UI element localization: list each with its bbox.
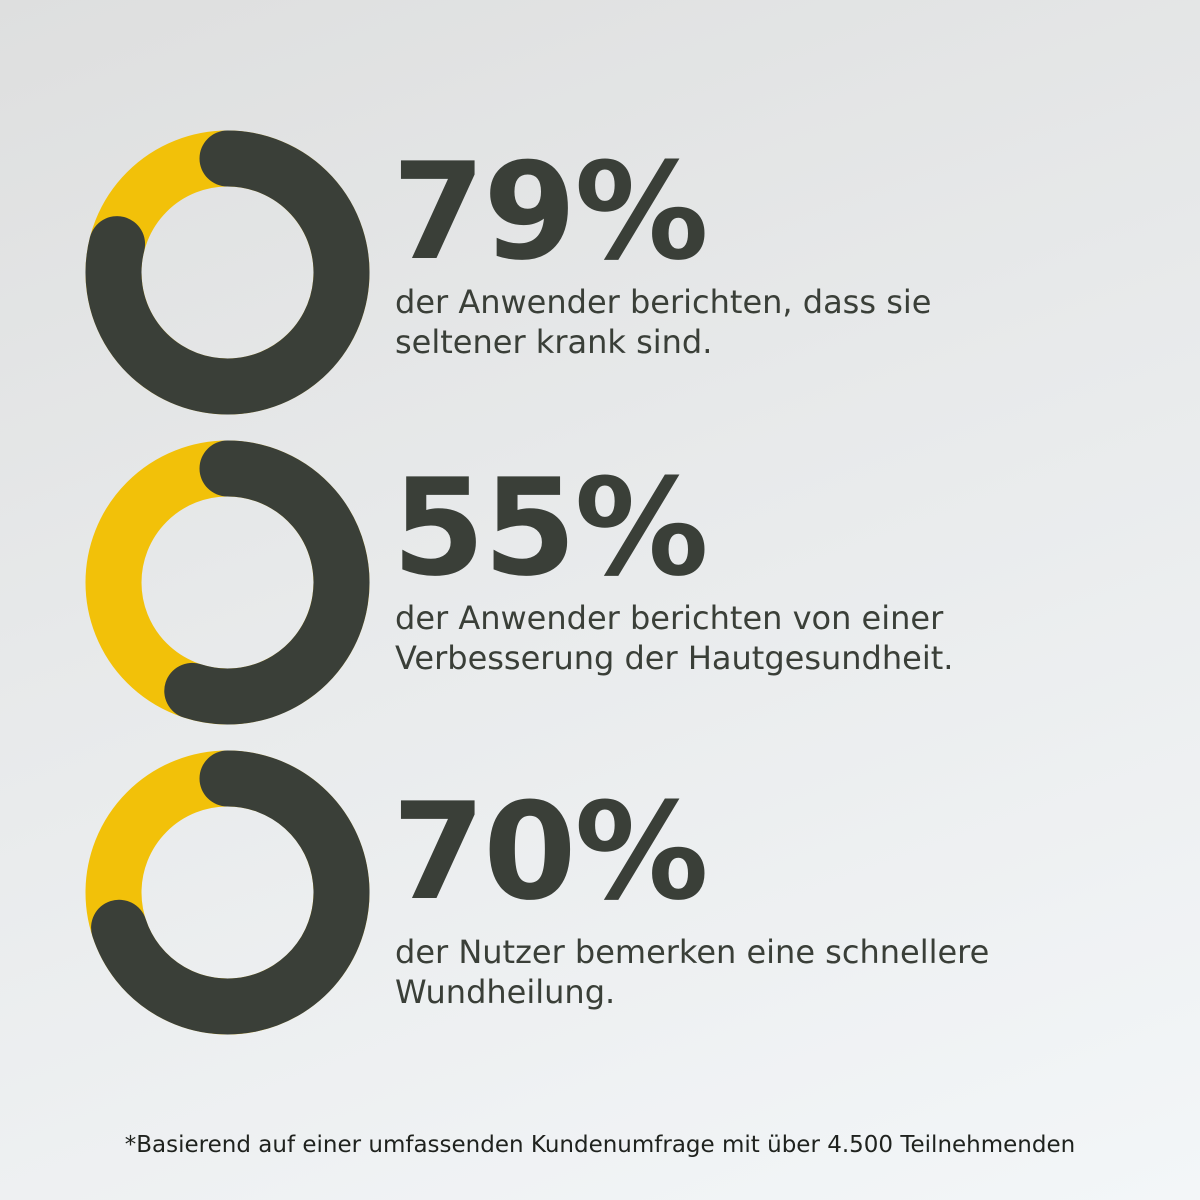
- stat-percentage: 70%: [392, 774, 709, 930]
- stat-description-line: der Anwender berichten von einer: [395, 599, 944, 637]
- stat-description-line: der Anwender berichten, dass sie: [395, 283, 932, 321]
- donut-value-segment: [85, 130, 370, 415]
- stat-description-line: der Nutzer bemerken eine schnellere: [395, 933, 990, 971]
- donut-value-segment: [164, 440, 370, 725]
- stat-block-3: 70% der Nutzer bemerken eine schnellere …: [0, 750, 1200, 1040]
- stat-percentage: 55%: [392, 450, 709, 606]
- stat-description-line: Wundheilung.: [395, 973, 616, 1011]
- stat-block-2: 55% der Anwender berichten von einer Ver…: [0, 440, 1200, 730]
- donut-chart: [85, 440, 370, 725]
- stat-block-1: 79% der Anwender berichten, dass sie sel…: [0, 130, 1200, 420]
- stat-description: der Nutzer bemerken eine schnellere Wund…: [395, 932, 1155, 1012]
- stat-description: der Anwender berichten, dass sie seltene…: [395, 282, 1155, 362]
- stat-description-line: seltener krank sind.: [395, 323, 713, 361]
- donut-chart: [85, 130, 370, 415]
- stat-percentage: 79%: [392, 134, 709, 290]
- donut-chart: [85, 750, 370, 1035]
- donut-value-segment: [91, 750, 370, 1035]
- stat-description: der Anwender berichten von einer Verbess…: [395, 598, 1155, 678]
- footnote: *Basierend auf einer umfassenden Kundenu…: [124, 1132, 1076, 1158]
- stat-description-line: Verbesserung der Hautgesundheit.: [395, 639, 954, 677]
